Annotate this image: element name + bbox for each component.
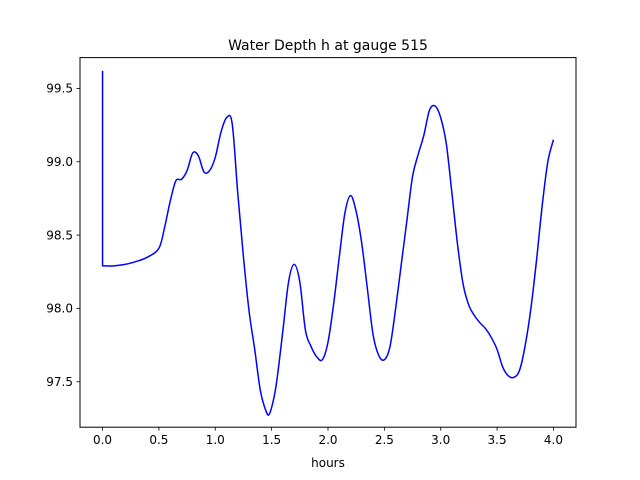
y-axis: 97.5 98.0 98.5 99.0 99.5: [46, 82, 80, 389]
x-tick-label: 1.5: [262, 433, 281, 447]
x-tick-label: 2.5: [375, 433, 394, 447]
x-tick-label: 0.5: [149, 433, 168, 447]
y-tick-label: 99.5: [46, 82, 73, 96]
y-tick-label: 98.5: [46, 228, 73, 242]
x-tick-label: 3.0: [431, 433, 450, 447]
x-tick-label: 1.0: [206, 433, 225, 447]
chart-title: Water Depth h at gauge 515: [228, 38, 428, 54]
y-tick-label: 99.0: [46, 155, 73, 169]
x-tick-label: 2.0: [318, 433, 337, 447]
x-tick-label: 4.0: [544, 433, 563, 447]
x-tick-label: 3.5: [488, 433, 507, 447]
x-tick-label: 0.0: [93, 433, 112, 447]
y-tick-label: 98.0: [46, 302, 73, 316]
series-line: [101, 70, 555, 416]
x-axis: 0.0 0.5 1.0 1.5 2.0 2.5 3.0 3.5 4.0: [93, 427, 563, 447]
x-axis-label: hours: [311, 456, 345, 470]
y-tick-label: 97.5: [46, 375, 73, 389]
